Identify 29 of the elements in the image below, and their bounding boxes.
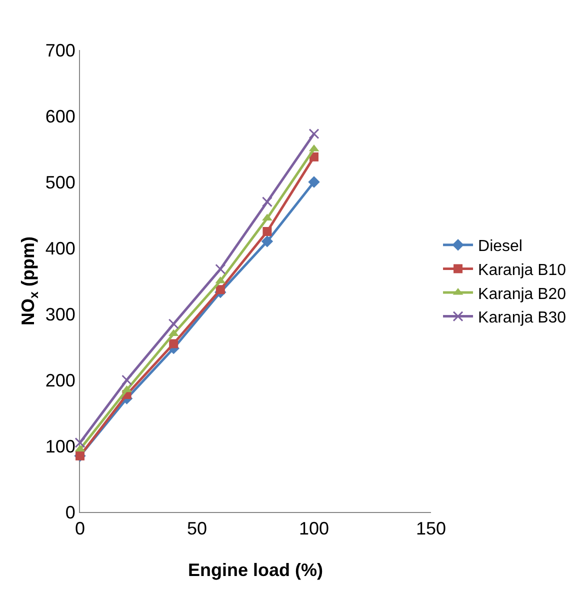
point bbox=[122, 385, 132, 392]
y-tick-label: 300 bbox=[45, 304, 76, 324]
legend-label: Diesel bbox=[478, 238, 522, 256]
point bbox=[262, 227, 272, 236]
point bbox=[308, 128, 320, 140]
point bbox=[122, 374, 132, 386]
point bbox=[262, 196, 272, 208]
y-tick-label: 0 bbox=[65, 502, 76, 522]
y-tick-label: 600 bbox=[45, 106, 76, 126]
x-axis-title: Engine load (%) bbox=[188, 560, 324, 580]
legend-label: Karanja B30 bbox=[478, 310, 566, 327]
y-tick-label: 700 bbox=[45, 40, 76, 60]
point bbox=[168, 318, 179, 330]
x-tick-label: 100 bbox=[298, 518, 330, 539]
legend-label: Karanja B10 bbox=[478, 262, 566, 279]
point bbox=[262, 214, 272, 221]
x-tick-label: 150 bbox=[416, 518, 446, 539]
point bbox=[74, 437, 86, 448]
point bbox=[308, 176, 320, 188]
point bbox=[215, 264, 226, 274]
y-tick-label: 400 bbox=[45, 238, 76, 258]
x-tick-label: 50 bbox=[186, 518, 208, 539]
y-tick-label: 200 bbox=[45, 370, 76, 390]
legend-label: Karanja B20 bbox=[478, 286, 566, 303]
point bbox=[169, 339, 178, 348]
point bbox=[216, 285, 225, 294]
y-tick-label: 100 bbox=[45, 436, 76, 456]
y-tick-label: 500 bbox=[45, 172, 76, 192]
point bbox=[261, 236, 274, 248]
